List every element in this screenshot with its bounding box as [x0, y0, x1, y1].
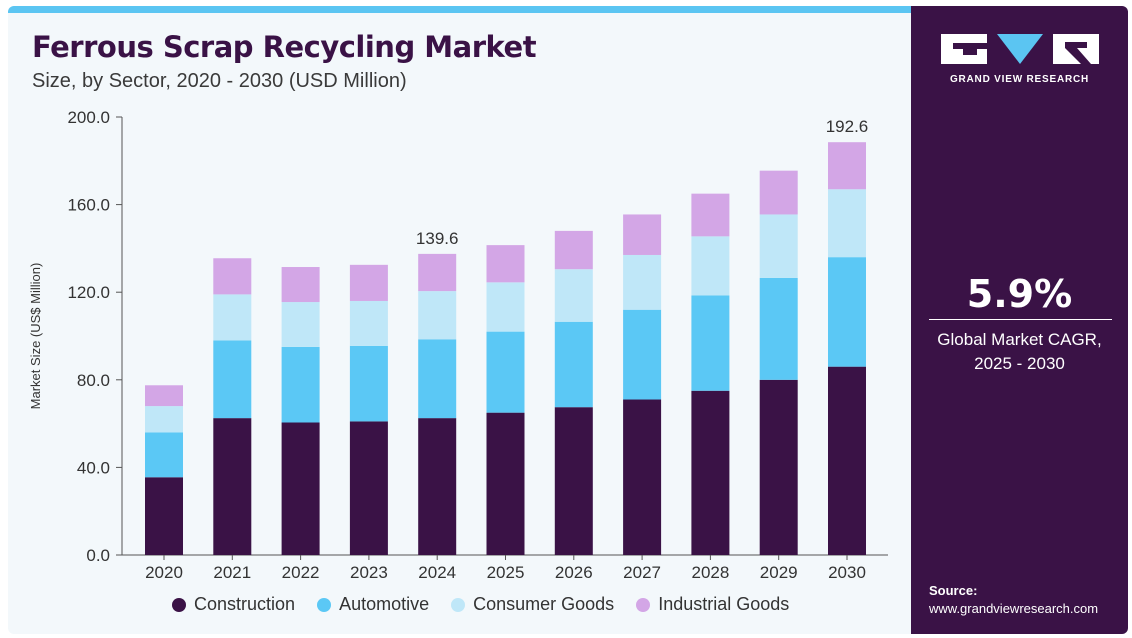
y-tick-label: 40.0: [77, 458, 110, 477]
legend-item-automotive: Automotive: [317, 594, 429, 615]
bar-segment-automotive: [759, 277, 798, 380]
x-tick-label: 2027: [623, 563, 661, 582]
bar-segment-automotive: [349, 345, 388, 422]
chart-card: Ferrous Scrap Recycling Market Size, by …: [8, 6, 1128, 634]
accent-bar: [8, 6, 911, 13]
chart-title: Ferrous Scrap Recycling Market: [32, 30, 537, 64]
bar-segment-consumer-goods: [418, 291, 457, 340]
y-axis-title: Market Size (US$ Million): [28, 263, 43, 410]
bar-segment-construction: [828, 366, 866, 555]
bar-segment-industrial-goods: [486, 245, 525, 283]
bar-segment-consumer-goods: [623, 254, 662, 310]
legend-swatch: [451, 597, 466, 612]
source-label: Source:: [929, 583, 978, 598]
x-tick-label: 2029: [760, 563, 798, 582]
bar-segment-consumer-goods: [828, 189, 866, 258]
bar-segment-industrial-goods: [418, 253, 457, 292]
chart-subtitle: Size, by Sector, 2020 - 2030 (USD Millio…: [32, 70, 407, 92]
bar-segment-consumer-goods: [145, 406, 183, 433]
data-label: 139.6: [416, 229, 459, 248]
chart-legend: Construction Automotive Consumer Goods Indu…: [172, 594, 852, 615]
legend-label: Industrial Goods: [658, 594, 790, 614]
bar-segment-construction: [213, 418, 252, 555]
x-tick-label: 2026: [555, 563, 593, 582]
bar-segment-industrial-goods: [759, 170, 798, 215]
bar-segment-consumer-goods: [554, 269, 593, 322]
bar-segment-industrial-goods: [145, 385, 183, 407]
bar-segment-consumer-goods: [213, 294, 252, 341]
legend-label: Consumer Goods: [473, 594, 615, 614]
y-tick-label: 120.0: [67, 283, 110, 302]
bar-segment-consumer-goods: [691, 236, 730, 296]
bar-segment-construction: [759, 379, 798, 555]
bar-segment-construction: [145, 477, 183, 555]
bar-segment-automotive: [145, 432, 183, 478]
bar-segment-automotive: [623, 309, 662, 400]
cagr-label: Global Market CAGR, 2025 - 2030: [911, 328, 1128, 376]
x-tick-label: 2028: [691, 563, 729, 582]
bar-segment-automotive: [486, 331, 525, 413]
bar-segment-construction: [281, 422, 320, 555]
bar-segment-automotive: [828, 257, 866, 367]
bar-segment-consumer-goods: [486, 282, 525, 332]
bar-segment-industrial-goods: [213, 258, 252, 295]
data-label: 192.6: [826, 117, 869, 136]
bar-segment-automotive: [554, 321, 593, 408]
x-tick-label: 2024: [418, 563, 456, 582]
grand-view-research-logo: [941, 34, 1099, 64]
bar-segment-industrial-goods: [349, 264, 388, 301]
legend-label: Construction: [194, 594, 296, 614]
source-url[interactable]: www.grandviewresearch.com: [929, 601, 1099, 616]
bar-segment-consumer-goods: [281, 302, 320, 347]
legend-swatch: [172, 597, 186, 612]
brand-name: GRAND VIEW RESEARCH: [949, 74, 1090, 85]
bar-segment-consumer-goods: [759, 214, 798, 278]
bar-segment-construction: [691, 390, 730, 555]
bar-segment-industrial-goods: [691, 193, 730, 237]
bar-segment-automotive: [213, 340, 252, 419]
x-tick-label: 2020: [145, 563, 183, 582]
legend-swatch: [317, 597, 332, 612]
legend-swatch: [636, 597, 651, 612]
y-tick-label: 160.0: [67, 196, 110, 215]
legend-item-industrial-goods: Industrial Goods: [636, 594, 789, 615]
cagr-label-line2: 2025 - 2030: [974, 354, 1065, 373]
sidebar-panel: GRAND VIEW RESEARCH 5.9% Global Market C…: [911, 6, 1128, 634]
bar-segment-construction: [486, 412, 525, 555]
bar-segment-consumer-goods: [349, 300, 388, 346]
legend-label: Automotive: [339, 594, 430, 614]
bar-segment-automotive: [281, 346, 320, 423]
bar-segment-construction: [418, 418, 457, 555]
bar-chart: 0.0 40.0 80.0 120.0 160.0 200.0 Market Size (U…: [28, 108, 888, 582]
bar-segment-industrial-goods: [828, 142, 866, 190]
y-tick-label: 200.0: [67, 108, 110, 127]
bar-segment-construction: [554, 407, 593, 555]
x-tick-label: 2022: [282, 563, 320, 582]
legend-item-construction: Construction: [172, 594, 295, 615]
bar-segment-industrial-goods: [281, 267, 320, 303]
cagr-label-line1: Global Market CAGR,: [937, 330, 1102, 349]
legend-item-consumer-goods: Consumer Goods: [451, 594, 614, 615]
bar-segment-construction: [349, 421, 388, 555]
cagr-value: 5.9%: [966, 272, 1073, 316]
x-tick-label: 2025: [487, 563, 525, 582]
bar-segment-construction: [623, 399, 662, 555]
bar-segment-automotive: [418, 339, 457, 419]
y-tick-label: 80.0: [77, 371, 110, 390]
bar-segment-industrial-goods: [623, 214, 662, 255]
x-tick-label: 2021: [213, 563, 251, 582]
x-tick-label: 2023: [350, 563, 388, 582]
bar-segment-industrial-goods: [554, 230, 593, 270]
y-tick-label: 0.0: [86, 546, 110, 565]
x-tick-label: 2030: [828, 563, 866, 582]
cagr-divider: [929, 319, 1112, 320]
bar-segment-automotive: [691, 295, 730, 391]
